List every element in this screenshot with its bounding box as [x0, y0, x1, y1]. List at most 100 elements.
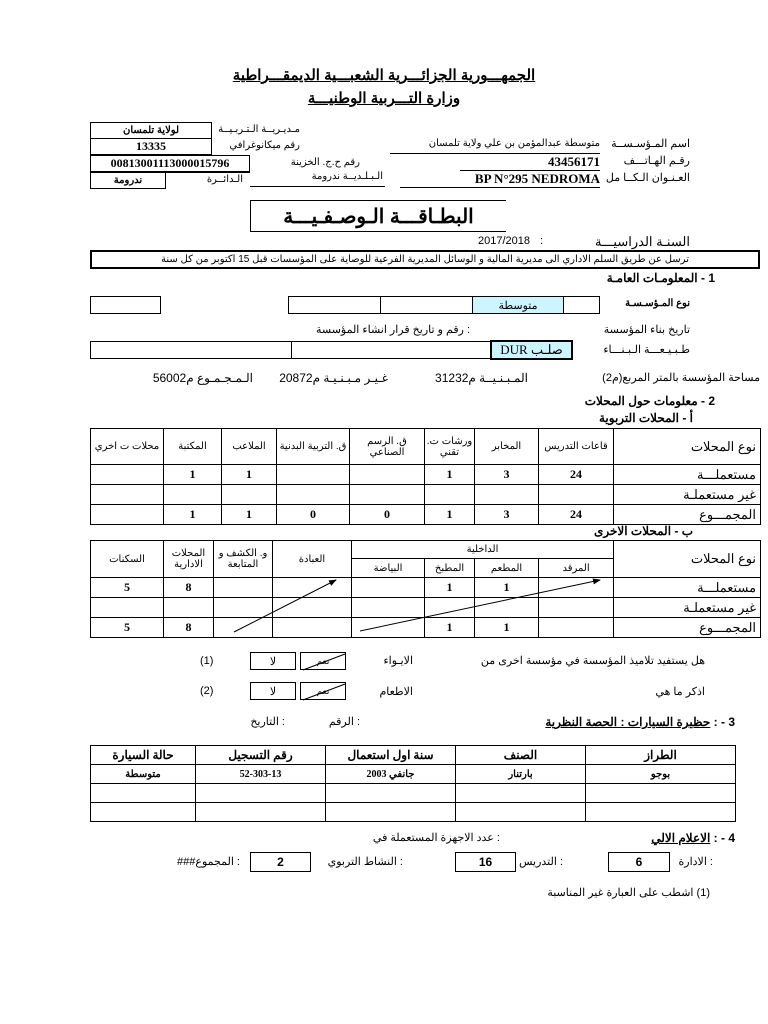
table-row: المجمـــوع 24 3 1 0 0 1 1: [90, 504, 761, 525]
row-label: مستعملـــة: [613, 577, 762, 598]
yes-label: نعم: [316, 655, 330, 666]
table-cell[interactable]: [538, 617, 615, 638]
header-cell: المكتبة: [163, 428, 222, 465]
arrow-icon: [359, 578, 601, 632]
table-cell[interactable]: [195, 802, 326, 822]
teaching-devices-value[interactable]: 16: [455, 852, 516, 872]
q2-note: (2): [200, 685, 214, 697]
table-cell[interactable]: [585, 783, 736, 803]
header-cell: المحلات الادارية: [163, 540, 214, 578]
table-cell[interactable]: [325, 783, 456, 803]
table-cell[interactable]: [455, 783, 586, 803]
educational-premises-table: نوع المحلات قاعات التدريس المخابر ورشات …: [90, 428, 761, 525]
area-total: الـمـجـمـوع م56002: [152, 371, 253, 385]
build-date-label: تاريخ بناء المؤسسة: [603, 324, 690, 336]
section-3-number: 3 - :: [710, 715, 735, 729]
area-built: المـبـنـيــة م31232: [435, 371, 528, 385]
table-cell[interactable]: [90, 783, 196, 803]
q1-text: هل يستفيد تلاميذ المؤسسة في مؤسسة اخرى م…: [480, 655, 705, 667]
q1-item: الايـواء: [383, 655, 413, 667]
table-cell[interactable]: [455, 802, 586, 822]
section-1-title: 1 - المعلومـات العامـة: [606, 271, 715, 285]
header-cell: المخابر: [474, 428, 539, 465]
table-cell[interactable]: 0: [276, 504, 350, 525]
notice-box: ترسل عن طريق السلم الاداري الى مديرية ال…: [90, 250, 760, 269]
table-row: بوجو بارتنار جانفي 2003 52-303-13 متوسطة: [90, 764, 736, 784]
table-cell[interactable]: 1: [221, 504, 277, 525]
table-cell[interactable]: بوجو: [585, 764, 736, 784]
document-title: البطـاقـــة الـوصـفـيـــة: [250, 200, 506, 232]
table-cell[interactable]: 0: [349, 504, 425, 525]
row-label: المجمـــوع: [613, 504, 761, 525]
section-4-heading: الاعلام الالي: [651, 831, 711, 845]
table-cell[interactable]: 52-303-13: [195, 764, 326, 784]
table-cell[interactable]: 24: [538, 504, 614, 525]
table-cell[interactable]: [350, 617, 426, 638]
section-3-heading: حظيرة السيارات : الحصة النظرية: [545, 715, 711, 729]
code-value: 13335: [90, 138, 212, 155]
table-cell[interactable]: [585, 802, 736, 822]
section-2-title: 2 - معلومات حول المحلات: [584, 394, 715, 408]
table-cell[interactable]: 1: [424, 617, 476, 638]
header-ministry: وزارة التـــربية الوطنيـــة: [307, 90, 461, 107]
table-cell[interactable]: 1: [424, 504, 475, 525]
table-cell[interactable]: 3: [474, 504, 539, 525]
header-cell: سنة اول استعمال: [325, 745, 456, 765]
q2-yes-option[interactable]: نعم: [300, 682, 346, 701]
header-cell: محلات ت اخري: [90, 428, 164, 465]
q2-no-option[interactable]: لا: [250, 682, 296, 700]
admin-devices-value[interactable]: 6: [608, 852, 670, 872]
table-cell[interactable]: 1: [474, 617, 540, 638]
table-cell[interactable]: 1: [163, 504, 222, 525]
phone-value: 43456171: [548, 154, 600, 169]
type-box-group: [288, 296, 600, 314]
table-cell[interactable]: جانفي 2003: [325, 764, 456, 784]
header-cell: حالة السيارة: [90, 745, 196, 765]
q1-no-option[interactable]: لا: [250, 652, 296, 670]
table-cell[interactable]: [325, 802, 456, 822]
year-label: السنـة الدراسيـــة: [595, 234, 690, 249]
table-cell[interactable]: [272, 617, 352, 638]
total-devices-label: : المجموع###: [177, 856, 240, 868]
car-date-label: : التاريخ: [250, 716, 285, 728]
daira-label: الـدائــرة: [206, 174, 243, 185]
header-cell: الصنف: [455, 745, 586, 765]
section-2a-title: أ - المحلات التربوية: [598, 411, 693, 425]
header-cell: نوع المحلات: [613, 428, 761, 465]
activity-devices-value[interactable]: 2: [250, 852, 311, 872]
code-label: رقم ميكانوغرافي: [229, 140, 300, 151]
section-3-title: 3 - : حظيرة السيارات : الحصة النظرية: [545, 716, 735, 728]
row-label: المجمـــوع: [613, 617, 762, 638]
table-cell[interactable]: [195, 783, 326, 803]
year-value: 2017/2018: [478, 235, 530, 247]
table-cell[interactable]: 8: [163, 617, 214, 638]
type-extra-box[interactable]: [90, 296, 161, 314]
nature-value[interactable]: DUR صلـب: [490, 340, 573, 360]
area-unbuilt: غـيـر مـبـنـيـة م20872: [279, 371, 388, 385]
table-cell[interactable]: [90, 504, 164, 525]
table-cell[interactable]: متوسطة: [90, 764, 196, 784]
header-republic: الجمهـــورية الجزائـــرية الشعبـــية الد…: [232, 67, 536, 84]
table-row: غير مستعملـة: [90, 597, 762, 618]
treasury-label: رقم ح.ج. الخزينة: [290, 157, 360, 168]
q2-item: الاطعام: [379, 686, 413, 698]
table-cell[interactable]: [90, 802, 196, 822]
area-label: مساحة المؤسسة بالمتر المربع(م2): [602, 372, 760, 384]
header-cell: رقم التسجيل: [195, 745, 326, 765]
institution-name-label: اسم المـؤسـســة: [611, 138, 690, 150]
address-label: العـنـوان الـكــا مل: [605, 172, 690, 184]
table-cell[interactable]: بارتنار: [455, 764, 586, 784]
decree-label: : رقم و تاريخ قرار انشاء المؤسسة: [315, 324, 470, 336]
section-4-number: 4 - :: [710, 831, 735, 845]
table-cell[interactable]: 5: [90, 617, 164, 638]
activity-devices-label: : النشاط التربوي: [327, 856, 403, 868]
table-cell[interactable]: 3: [474, 464, 539, 485]
type-value[interactable]: متوسطة: [472, 296, 564, 314]
q1-yes-option[interactable]: نعم: [300, 652, 346, 671]
year-colon: :: [540, 235, 544, 247]
header-cell: ورشات ت. تقني: [424, 428, 475, 465]
phone-label: رقـم الهـاتـــف: [623, 155, 690, 167]
arrow-icon: [233, 579, 337, 633]
